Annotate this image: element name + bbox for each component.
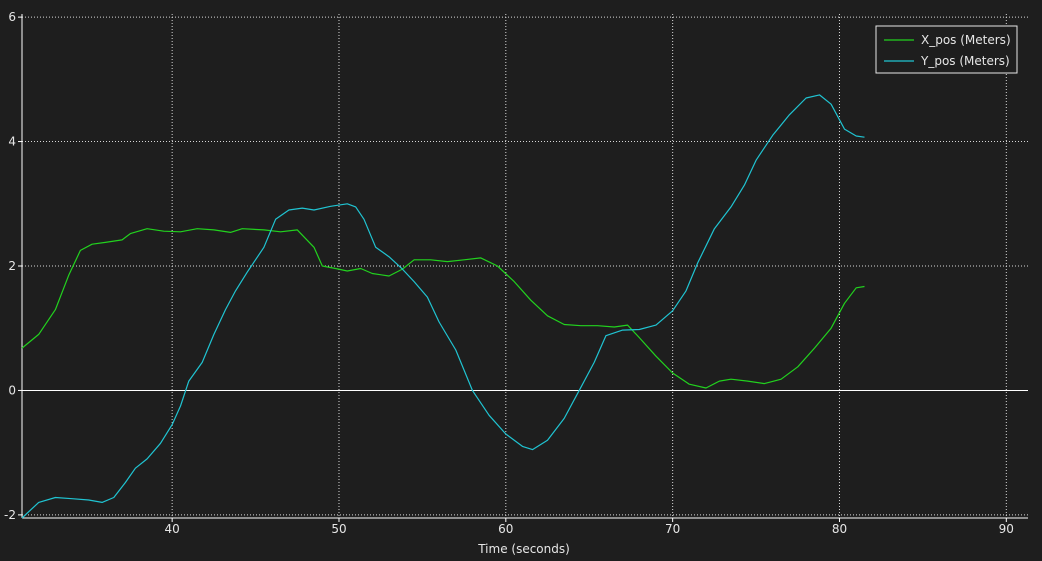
legend-label-y-pos: Y_pos (Meters)	[920, 54, 1010, 68]
axes	[18, 14, 1028, 522]
x-tick-label-40: 40	[165, 522, 180, 536]
x-tick-label-90: 90	[999, 522, 1014, 536]
x-tick-label-70: 70	[665, 522, 680, 536]
y-tick-label-0: 0	[8, 383, 16, 397]
series-group	[21, 94, 865, 519]
grid-lines	[22, 14, 1028, 518]
x-axis-title: Time (seconds)	[477, 542, 570, 556]
series-line-0	[21, 228, 865, 389]
legend[interactable]: X_pos (Meters) Y_pos (Meters)	[875, 25, 1018, 74]
tick-labels: 40 50 60 70 80 90 -2 0 2 4 6	[4, 10, 1014, 536]
series-line-1	[21, 94, 865, 519]
y-tick-label--2: -2	[4, 508, 16, 522]
x-tick-label-60: 60	[498, 522, 513, 536]
legend-label-x-pos: X_pos (Meters)	[921, 33, 1011, 47]
y-tick-label-6: 6	[8, 10, 16, 24]
legend-box	[875, 25, 1018, 74]
y-tick-label-4: 4	[8, 135, 16, 149]
y-tick-label-2: 2	[8, 259, 16, 273]
x-tick-label-50: 50	[331, 522, 346, 536]
x-tick-label-80: 80	[832, 522, 847, 536]
